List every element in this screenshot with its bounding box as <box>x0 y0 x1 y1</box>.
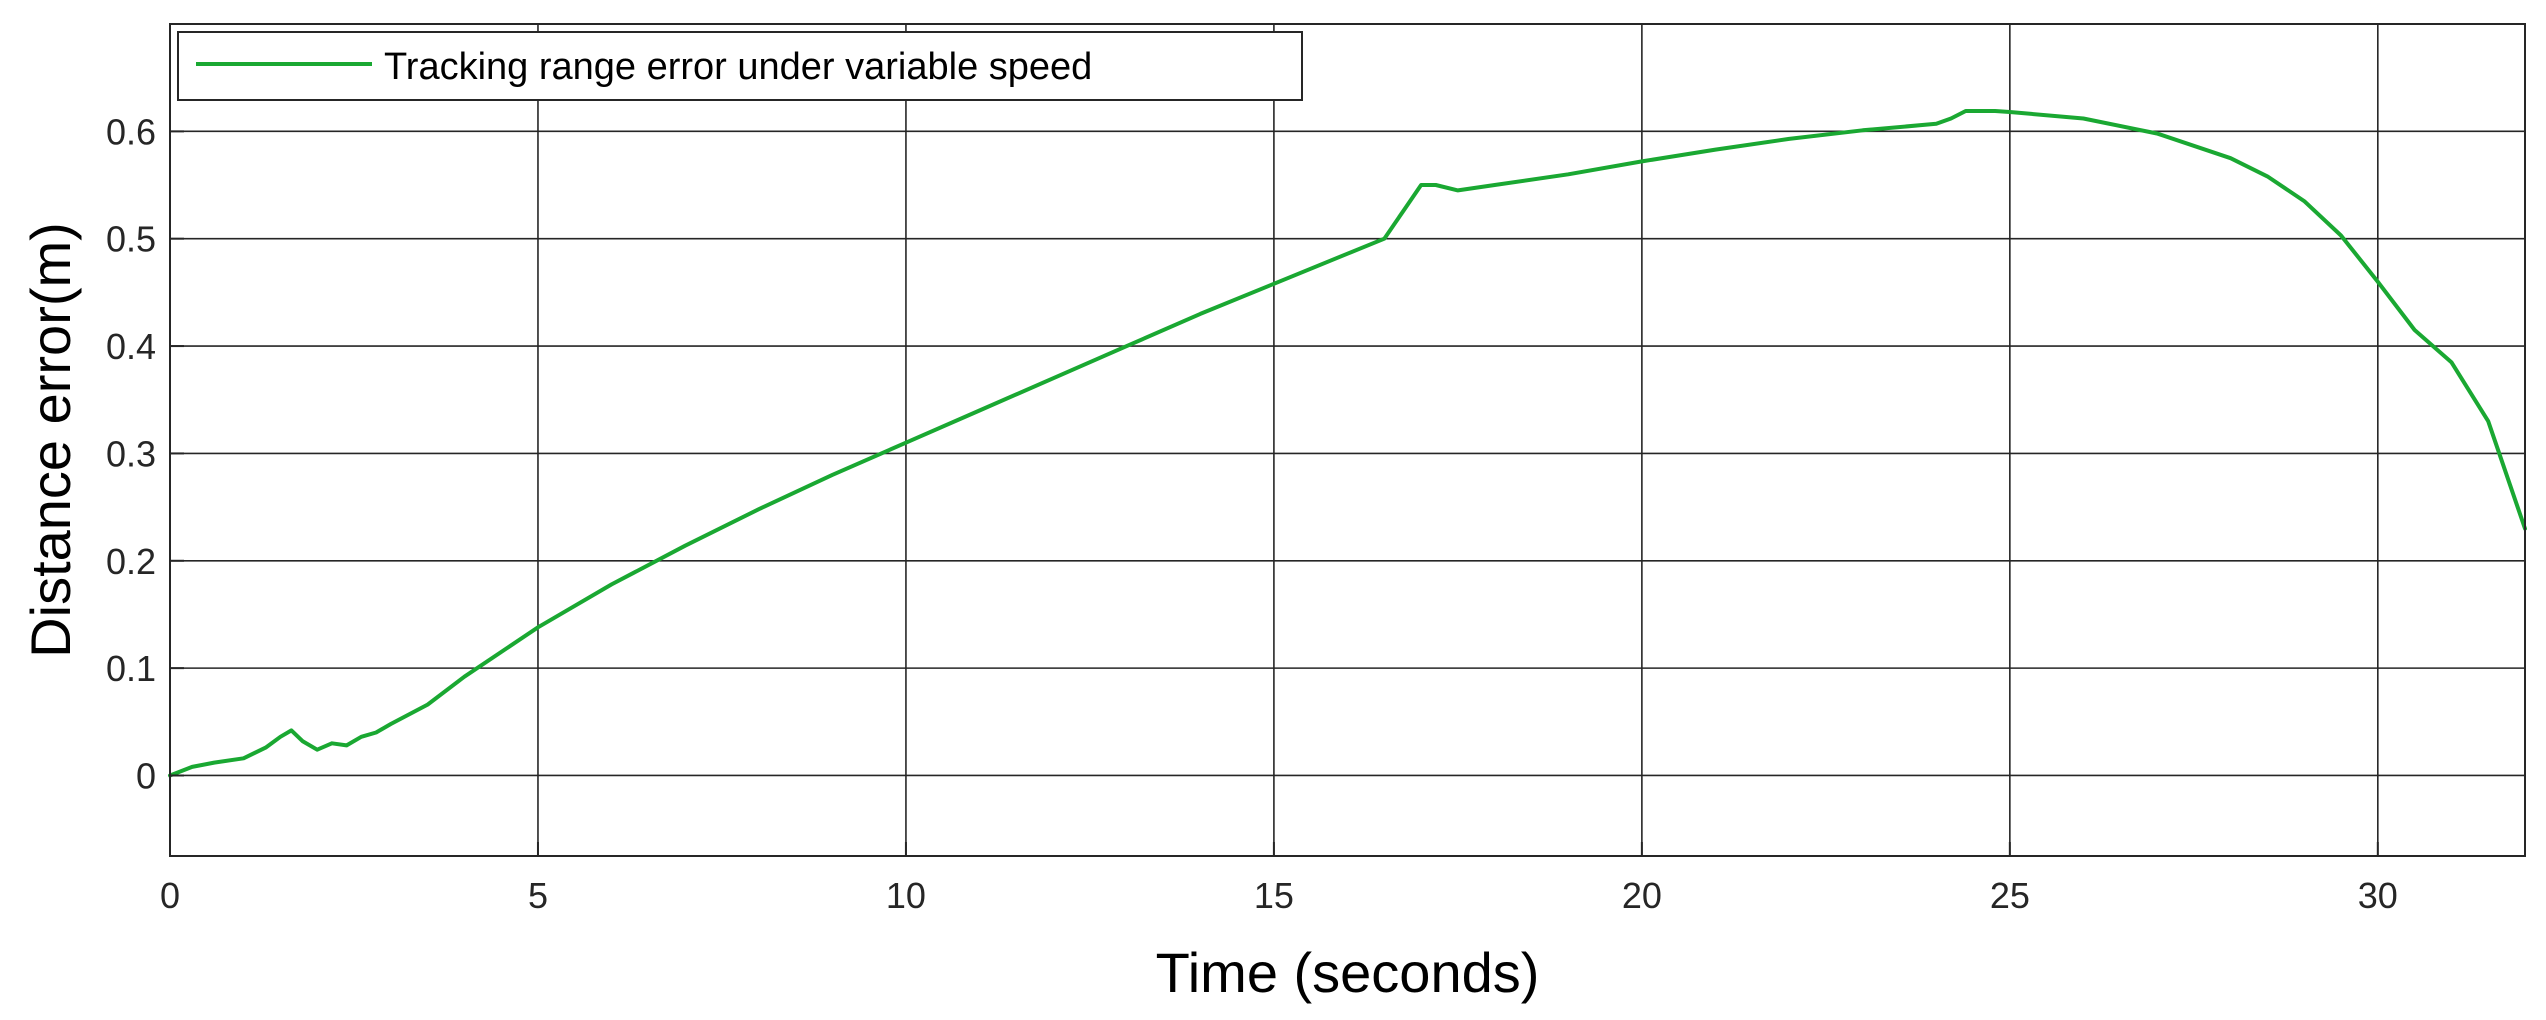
x-tick-label: 25 <box>1990 875 2030 916</box>
x-tick-label: 0 <box>160 875 180 916</box>
series-lines <box>168 109 2527 778</box>
x-tick-label: 30 <box>2358 875 2398 916</box>
x-tick-label: 15 <box>1254 875 1294 916</box>
x-tick-label: 5 <box>528 875 548 916</box>
x-tick-label: 10 <box>886 875 926 916</box>
y-axis-title: Distance error(m) <box>19 222 82 658</box>
x-axis-title: Time (seconds) <box>1156 941 1540 1004</box>
x-tick-labels: 0 5 10 15 20 25 30 <box>160 842 2398 916</box>
legend: Tracking range error under variable spee… <box>177 31 1303 101</box>
y-tick-label: 0 <box>136 755 156 796</box>
grid-lines <box>169 24 2525 856</box>
y-tick-label: 0.4 <box>106 326 156 367</box>
y-tick-labels: 0 0.1 0.2 0.3 0.4 0.5 0.6 <box>106 111 184 796</box>
legend-label: Tracking range error under variable spee… <box>384 46 1092 88</box>
x-tick-label: 20 <box>1622 875 1662 916</box>
y-tick-label: 0.2 <box>106 541 156 582</box>
y-tick-label: 0.5 <box>106 219 156 260</box>
y-tick-label: 0.6 <box>106 111 156 152</box>
plot-area-border <box>169 23 2526 857</box>
y-tick-label: 0.3 <box>106 433 156 474</box>
series-line-0 <box>168 109 2527 778</box>
y-tick-label: 0.1 <box>106 648 156 689</box>
